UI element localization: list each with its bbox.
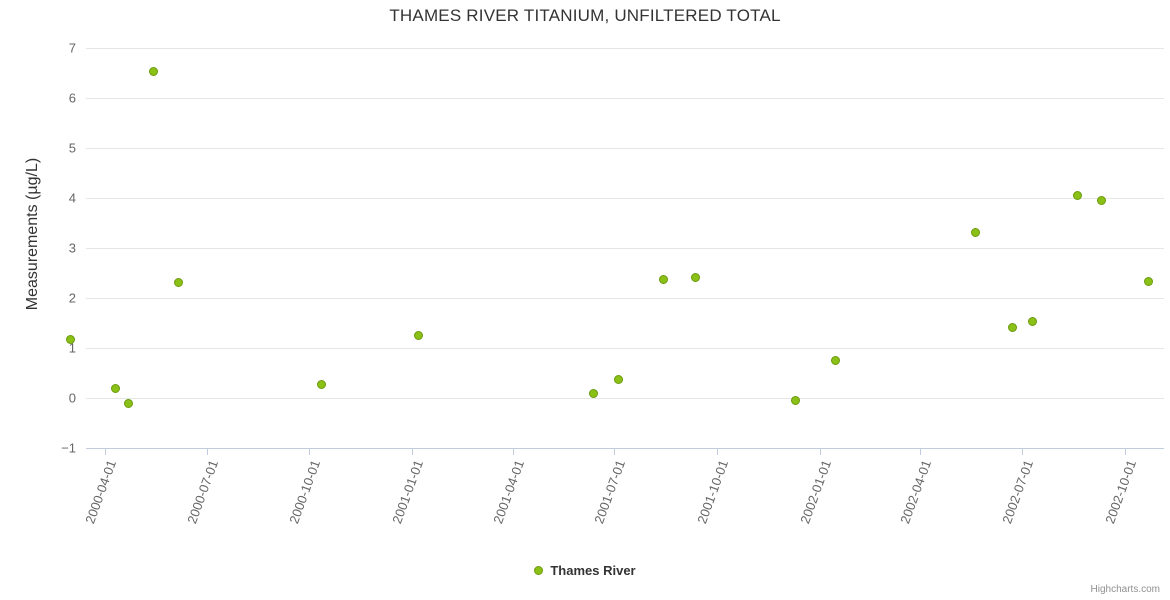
y-axis-tick-label: 3 <box>68 240 76 256</box>
y-axis-tick-label: 7 <box>68 40 76 56</box>
legend-item-label: Thames River <box>550 563 636 578</box>
x-axis-tick <box>1022 448 1024 455</box>
x-axis-tick <box>206 448 208 455</box>
data-point[interactable] <box>1027 316 1037 326</box>
x-axis-tick-label: 2001-07-01 <box>591 458 629 526</box>
x-axis-tick-label: 2000-10-01 <box>286 458 324 526</box>
data-point[interactable] <box>317 379 327 389</box>
data-point[interactable] <box>970 228 980 237</box>
gridline <box>86 298 1164 299</box>
y-axis-tick-label: −1 <box>61 440 76 456</box>
data-point[interactable] <box>148 67 158 76</box>
x-axis-line <box>86 448 1164 449</box>
gridline <box>86 148 1164 149</box>
x-axis-tick <box>717 448 719 455</box>
x-axis-tick <box>512 448 514 455</box>
data-point[interactable] <box>1096 195 1106 205</box>
gridline <box>86 248 1164 249</box>
x-axis-tick <box>412 448 414 455</box>
x-axis-tick <box>1124 448 1126 455</box>
legend-marker-icon <box>534 566 544 575</box>
data-point[interactable] <box>1007 322 1017 332</box>
data-point[interactable] <box>831 355 841 365</box>
data-point[interactable] <box>174 277 184 287</box>
gridline <box>86 98 1164 99</box>
data-point[interactable] <box>123 398 133 408</box>
x-axis-tick-label: 2002-01-01 <box>797 458 835 526</box>
y-axis-tick-label: 4 <box>68 190 76 206</box>
x-axis-tick-label: 2002-04-01 <box>897 458 935 526</box>
x-axis-tick-label: 2001-10-01 <box>694 458 732 526</box>
x-axis-tick <box>104 448 106 455</box>
credits-label[interactable]: Highcharts.com <box>1090 584 1160 595</box>
chart-legend: Thames River <box>0 563 1170 578</box>
data-point[interactable] <box>1073 190 1083 200</box>
data-point[interactable] <box>691 272 701 282</box>
y-axis-tick-label: 0 <box>68 390 76 406</box>
y-axis-tick-label: 2 <box>68 290 76 306</box>
x-axis-tick <box>309 448 311 455</box>
y-axis-tick-label: 5 <box>68 140 76 156</box>
data-point[interactable] <box>790 396 800 405</box>
legend-item-thames-river[interactable]: Thames River <box>534 563 636 578</box>
x-axis-tick-label: 2001-01-01 <box>389 458 427 526</box>
y-axis-tick-labels: 7 6 5 4 3 2 1 0 −1 <box>10 41 76 456</box>
x-axis-tick-label: 2002-10-01 <box>1102 458 1139 526</box>
x-axis-tick <box>920 448 922 455</box>
data-point[interactable] <box>614 375 624 384</box>
data-point[interactable] <box>659 274 669 284</box>
x-axis-tick <box>614 448 616 455</box>
gridline <box>86 198 1164 199</box>
gridline <box>86 398 1164 399</box>
data-point[interactable] <box>1143 276 1153 286</box>
gridline <box>86 48 1164 49</box>
x-axis-tick-label: 2000-07-01 <box>183 458 221 526</box>
plot-area <box>65 48 1164 448</box>
data-point[interactable] <box>65 335 75 344</box>
x-axis-tick <box>819 448 821 455</box>
data-point[interactable] <box>588 388 598 398</box>
x-axis-tick-label: 2002-07-01 <box>999 458 1037 526</box>
y-axis-tick-label: 6 <box>68 90 76 106</box>
y-axis-tick-label: 1 <box>68 340 76 356</box>
x-axis-tick-label: 2000-04-01 <box>82 458 120 526</box>
gridline <box>86 348 1164 349</box>
x-axis-tick-label: 2001-04-01 <box>489 458 527 526</box>
chart-title: THAMES RIVER TITANIUM, UNFILTERED TOTAL <box>389 6 781 25</box>
data-point[interactable] <box>414 331 424 340</box>
data-point[interactable] <box>110 383 120 393</box>
